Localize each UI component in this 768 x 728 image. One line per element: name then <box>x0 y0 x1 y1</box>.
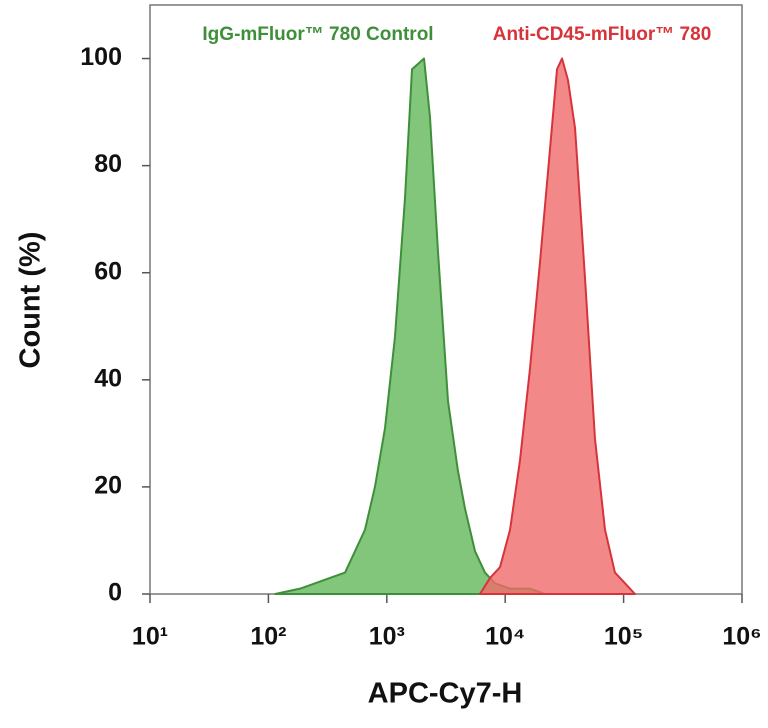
y-tick-label: 60 <box>94 257 122 285</box>
x-tick-label: 10² <box>250 623 286 651</box>
histogram-area <box>274 57 546 595</box>
x-tick-label: 10⁶ <box>722 623 761 651</box>
y-tick-label: 100 <box>80 43 122 71</box>
y-tick-label: 20 <box>94 472 122 500</box>
x-tick-label: 10¹ <box>132 623 168 651</box>
x-tick-label: 10⁵ <box>604 623 644 651</box>
histogram-area <box>478 57 636 595</box>
y-tick-label: 40 <box>94 364 122 392</box>
x-tick-label: 10⁴ <box>485 623 525 651</box>
y-axis-label: Count (%) <box>15 232 47 369</box>
y-tick-label: 80 <box>94 150 122 178</box>
legend-label: Anti-CD45-mFluor™ 780 <box>493 24 712 45</box>
x-tick-label: 10³ <box>369 623 405 651</box>
x-axis-label: APC-Cy7-H <box>368 678 523 710</box>
legend-label: IgG-mFluor™ 780 Control <box>202 24 433 45</box>
y-tick-label: 0 <box>108 579 122 607</box>
